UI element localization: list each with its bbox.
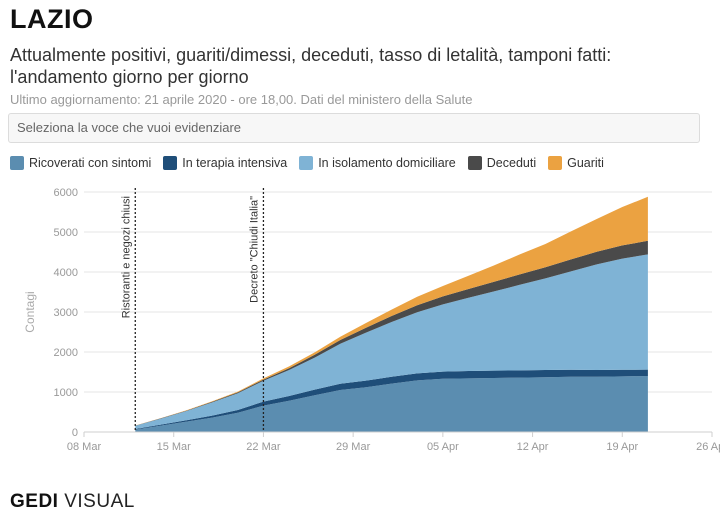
x-tick-label-0: 08 Mar [67, 441, 102, 453]
x-tick-label-3: 29 Mar [336, 441, 371, 453]
page-subtitle: Attualmente positivi, guariti/dimessi, d… [10, 45, 612, 87]
last-updated-note: Ultimo aggiornamento: 21 aprile 2020 - o… [10, 92, 473, 107]
y-tick-label-3: 3000 [54, 307, 78, 319]
legend-label-deceduti: Deceduti [486, 156, 537, 170]
x-tick-label-7: 26 Apr [696, 441, 720, 453]
x-tick-label-6: 19 Apr [606, 441, 638, 453]
legend-item-ricoverati[interactable]: Ricoverati con sintomi [10, 156, 151, 170]
x-tick-label-5: 12 Apr [517, 441, 549, 453]
legend-swatch-ricoverati [10, 156, 24, 170]
legend-label-terapia: In terapia intensiva [182, 156, 288, 170]
annotation-label-2: Decreto "Chiudi Italia" [248, 196, 260, 303]
y-tick-label-4: 4000 [54, 267, 78, 279]
page-title: LAZIO [10, 4, 94, 34]
legend-swatch-terapia [163, 156, 178, 170]
legend-label-isolamento: In isolamento domiciliare [318, 156, 456, 170]
area-terapia[interactable] [135, 369, 648, 430]
x-tick-label-1: 15 Mar [157, 441, 192, 453]
legend-swatch-deceduti [467, 156, 482, 170]
legend-label-ricoverati: Ricoverati con sintomi [29, 156, 152, 170]
y-tick-label-0: 0 [72, 427, 78, 439]
legend-item-isolamento[interactable]: In isolamento domiciliare [299, 156, 456, 170]
legend-item-guariti[interactable]: Guariti [548, 156, 604, 170]
y-tick-label-6: 6000 [54, 187, 78, 199]
y-tick-label-1: 1000 [54, 387, 78, 399]
legend-swatch-isolamento [299, 156, 314, 170]
series-highlight-select[interactable]: Seleziona la voce che vuoi evidenziare [8, 113, 700, 143]
y-axis-label: Contagi [23, 291, 37, 332]
x-tick-label-2: 22 Mar [246, 441, 281, 453]
legend-item-terapia[interactable]: In terapia intensiva [163, 156, 287, 170]
y-tick-label-5: 5000 [54, 227, 78, 239]
chart-legend: Ricoverati con sintomi In terapia intens… [10, 156, 604, 170]
stacked-area-chart: Ristoranti e negozi chiusi Decreto "Chiud… [23, 187, 720, 453]
legend-label-guariti: Guariti [567, 156, 604, 170]
legend-item-deceduti[interactable]: Deceduti [467, 156, 537, 170]
x-axis: 08 Mar 15 Mar 22 Mar 29 Mar 05 Apr 12 Apr 19 A… [67, 431, 720, 453]
y-tick-label-2: 2000 [54, 347, 78, 359]
annotation-layer: Ristoranti e negozi chiusi Decreto "Chiud… [120, 188, 265, 432]
legend-swatch-guariti [548, 156, 563, 170]
y-axis: 0 1000 2000 3000 4000 5000 6000 [54, 187, 78, 439]
annotation-label-1: Ristoranti e negozi chiusi [120, 196, 132, 318]
brand-logo: GEDI VISUAL [10, 491, 135, 512]
area-guariti[interactable] [135, 196, 648, 426]
area-ricoverati[interactable] [135, 376, 648, 432]
area-deceduti[interactable] [135, 240, 648, 426]
x-tick-label-4: 05 Apr [427, 441, 459, 453]
